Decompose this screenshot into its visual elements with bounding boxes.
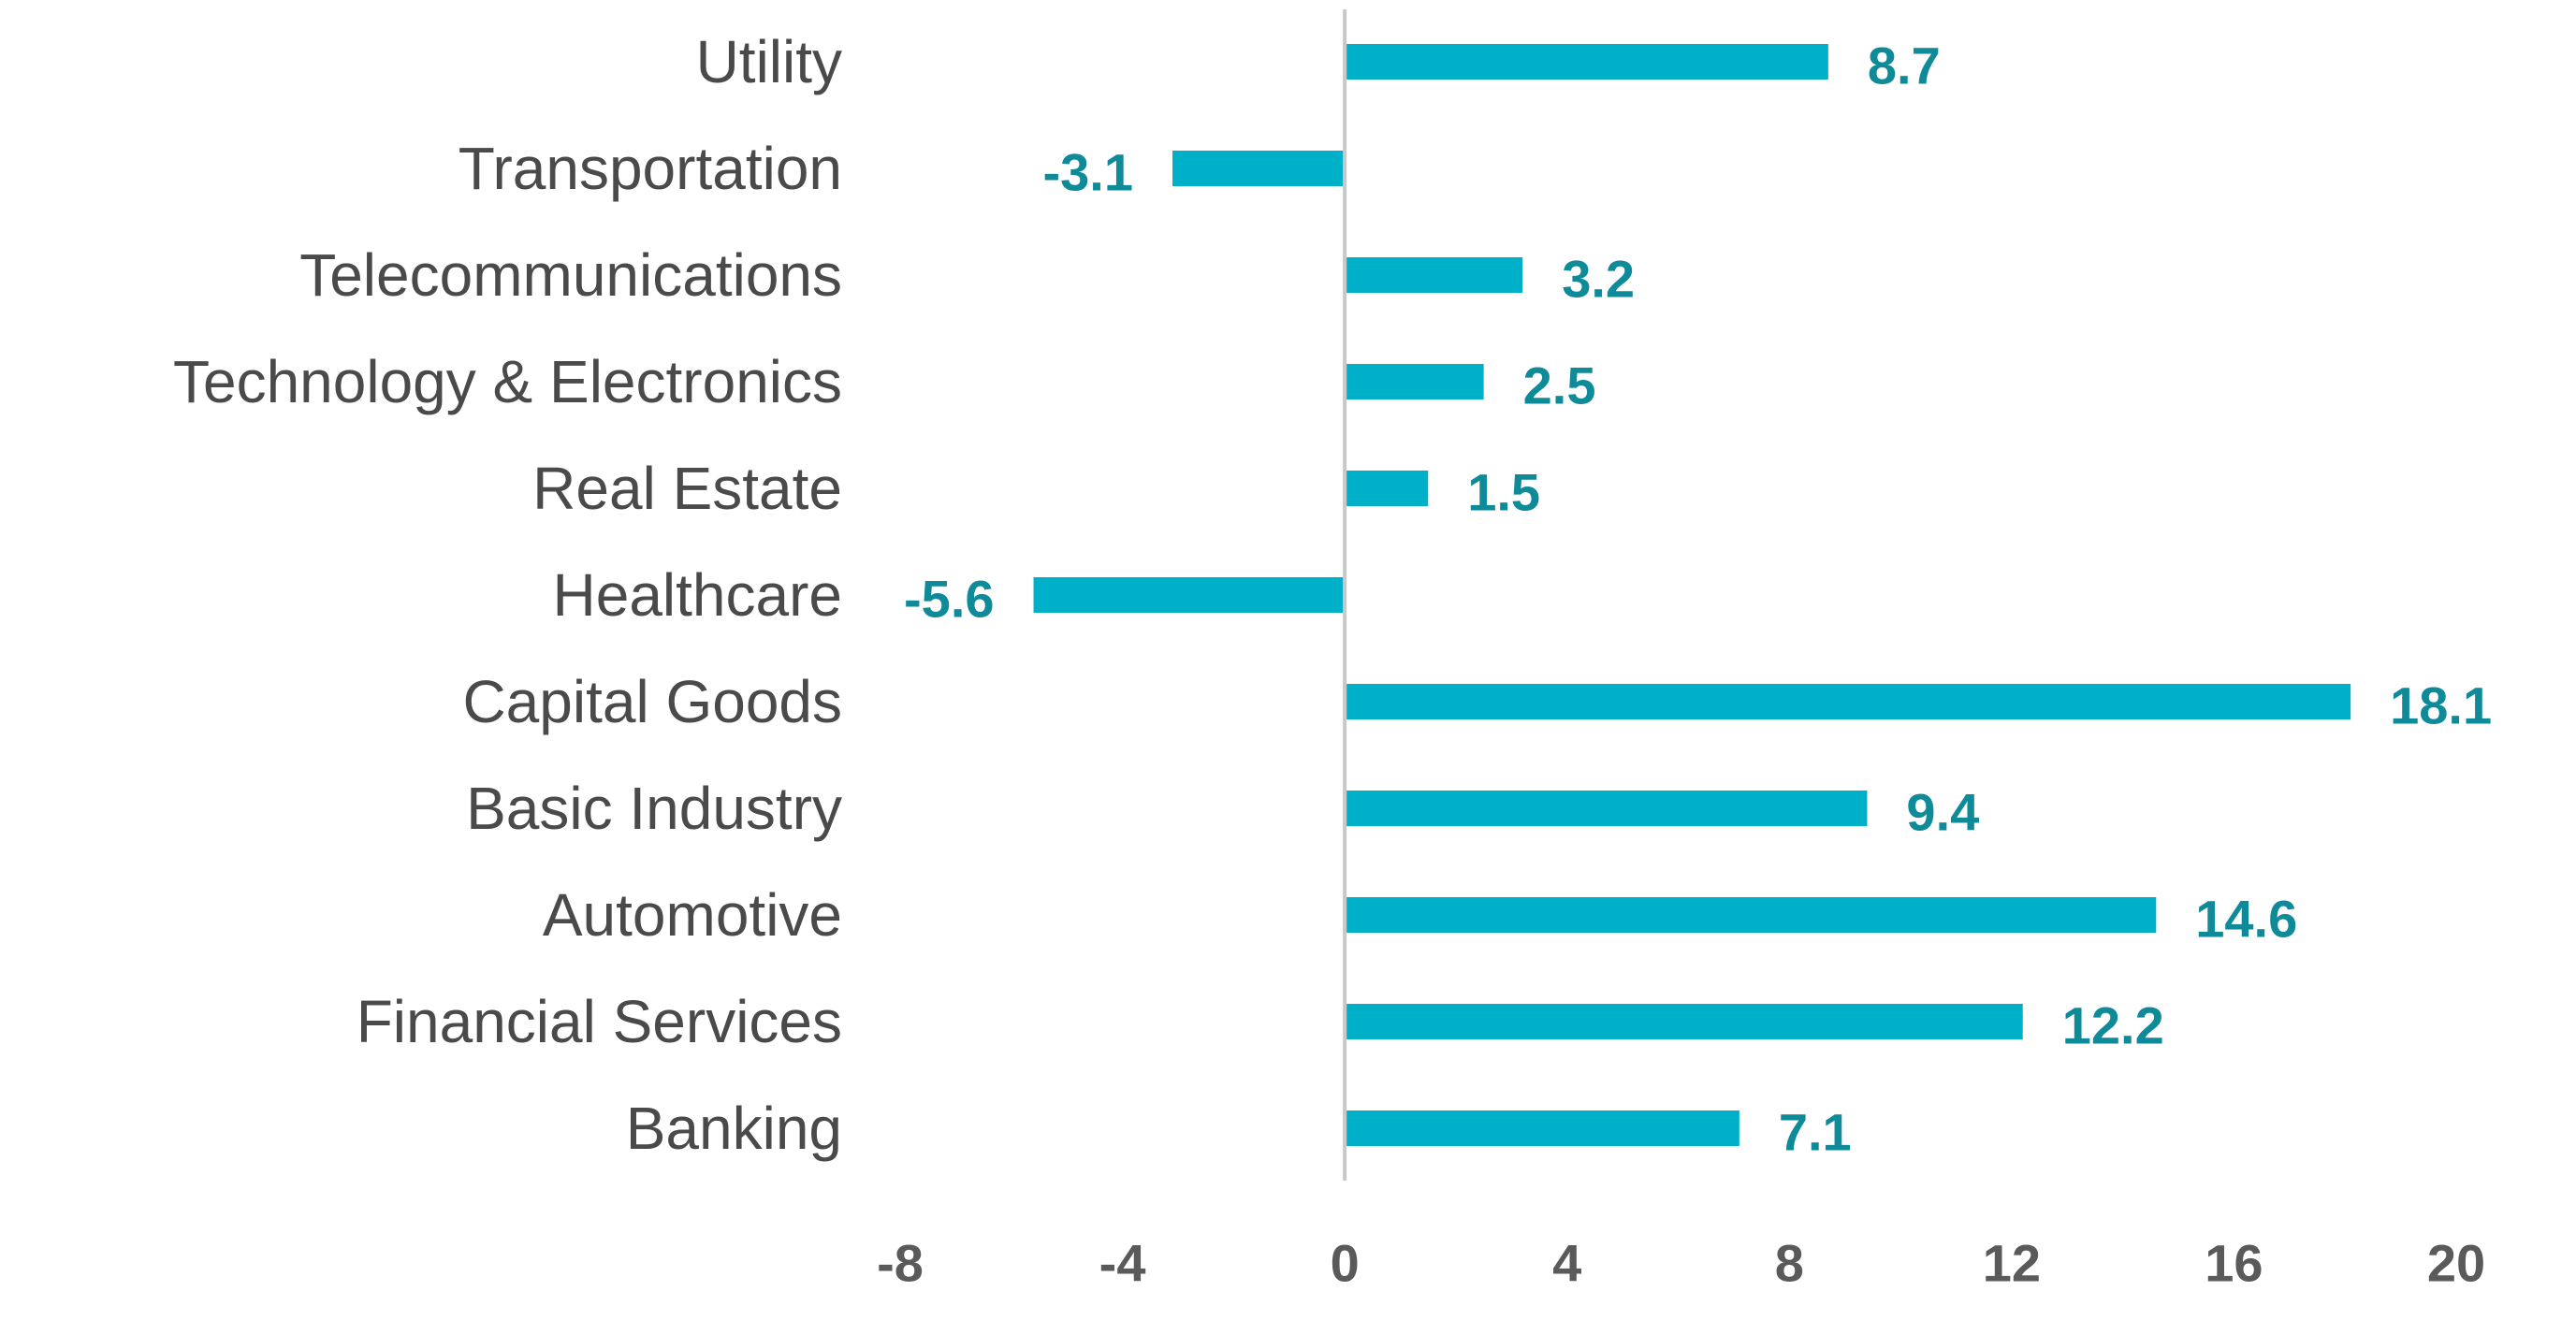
value-label-financial-services: 12.2 <box>2062 996 2164 1055</box>
x-tick-label: -8 <box>877 1234 924 1293</box>
value-label-basic-industry: 9.4 <box>1906 783 1979 842</box>
x-tick-label: 0 <box>1331 1234 1360 1293</box>
category-label-real-estate: Real Estate <box>532 455 842 522</box>
x-tick-label: 8 <box>1775 1234 1804 1293</box>
bars-group <box>1033 44 2351 1146</box>
value-label-capital-goods: 18.1 <box>2390 676 2492 735</box>
category-label-telecommunications: Telecommunications <box>299 241 842 309</box>
value-label-banking: 7.1 <box>1779 1103 1852 1162</box>
bar-transportation <box>1172 151 1344 186</box>
category-label-transportation: Transportation <box>458 135 842 202</box>
bar-financial-services <box>1346 1004 2023 1039</box>
value-label-real-estate: 1.5 <box>1467 463 1540 522</box>
bar-banking <box>1346 1110 1739 1146</box>
value-labels-group: 8.7 -3.1 3.2 2.5 1.5 -5.6 18.1 9.4 14.6 12.2 7.1 <box>904 36 2492 1162</box>
category-label-banking: Banking <box>626 1095 842 1162</box>
x-tick-label: 20 <box>2427 1234 2485 1293</box>
category-label-capital-goods: Capital Goods <box>462 668 842 735</box>
x-tick-label: 4 <box>1552 1234 1581 1293</box>
value-label-healthcare: -5.6 <box>904 570 995 629</box>
x-tick-label: -4 <box>1099 1234 1146 1293</box>
bar-utility <box>1346 44 1828 80</box>
category-label-healthcare: Healthcare <box>553 561 843 629</box>
bar-telecommunications <box>1346 257 1523 293</box>
value-label-transportation: -3.1 <box>1043 143 1134 202</box>
bar-capital-goods <box>1346 684 2351 719</box>
x-tick-label: 12 <box>1983 1234 2041 1293</box>
bar-automotive <box>1346 897 2157 933</box>
value-label-automotive: 14.6 <box>2195 890 2297 949</box>
category-label-utility: Utility <box>696 28 842 95</box>
bar-technology-electronics <box>1346 364 1484 399</box>
category-label-technology-electronics: Technology & Electronics <box>173 348 842 415</box>
value-label-technology-electronics: 2.5 <box>1523 356 1596 415</box>
category-label-basic-industry: Basic Industry <box>466 775 842 842</box>
value-label-utility: 8.7 <box>1868 36 1941 95</box>
category-label-financial-services: Financial Services <box>357 988 842 1055</box>
bar-healthcare <box>1033 577 1344 613</box>
bar-real-estate <box>1346 471 1429 506</box>
x-tick-labels-group: -8 -4 0 4 8 12 16 20 <box>877 1234 2485 1293</box>
category-label-automotive: Automotive <box>543 881 842 949</box>
value-label-telecommunications: 3.2 <box>1562 250 1635 309</box>
bar-basic-industry <box>1346 791 1868 826</box>
x-tick-label: 16 <box>2205 1234 2263 1293</box>
category-labels-group: Utility Transportation Telecommunications T… <box>173 28 842 1162</box>
